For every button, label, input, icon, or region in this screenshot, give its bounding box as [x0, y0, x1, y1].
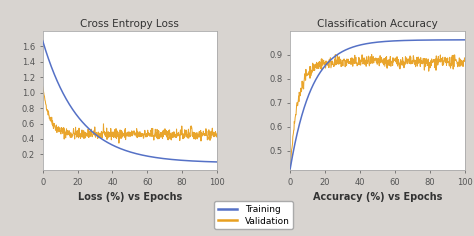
- X-axis label: Loss (%) vs Epochs: Loss (%) vs Epochs: [78, 192, 182, 202]
- X-axis label: Accuracy (%) vs Epochs: Accuracy (%) vs Epochs: [313, 192, 442, 202]
- Title: Classification Accuracy: Classification Accuracy: [317, 18, 438, 29]
- Legend: Training, Validation: Training, Validation: [214, 201, 293, 229]
- Title: Cross Entropy Loss: Cross Entropy Loss: [81, 18, 179, 29]
